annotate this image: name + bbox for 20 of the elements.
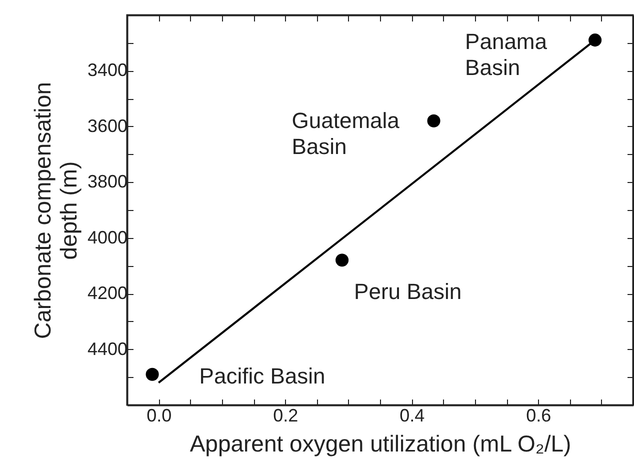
point <box>146 368 159 381</box>
y-tick-label: 3400 <box>87 60 128 80</box>
y-tick-label: 3800 <box>87 172 128 192</box>
y-tick-label: 4000 <box>87 227 128 248</box>
point <box>336 254 349 267</box>
x-tick-label: 0.6 <box>526 406 552 426</box>
annotation: Peru Basin <box>354 279 462 304</box>
point <box>588 34 602 47</box>
x-tick-label: 0.0 <box>146 406 172 426</box>
y-tick-label: 4400 <box>87 338 128 359</box>
y-axis-title: Carbonate compensation depth (m) <box>29 82 82 339</box>
annotation: Panama Basin <box>465 29 548 80</box>
annotation: Guatemala Basin <box>292 108 400 159</box>
point <box>427 114 440 128</box>
y-tick-label: 3600 <box>87 116 128 136</box>
y-tick-label: 4200 <box>87 283 128 304</box>
annotation: Pacific Basin <box>199 363 326 388</box>
x-tick-label: 0.4 <box>400 406 425 426</box>
x-tick-label: 0.2 <box>273 406 298 426</box>
x-axis-title: Apparent oxygen utilization (mL O₂/L) <box>190 430 572 456</box>
